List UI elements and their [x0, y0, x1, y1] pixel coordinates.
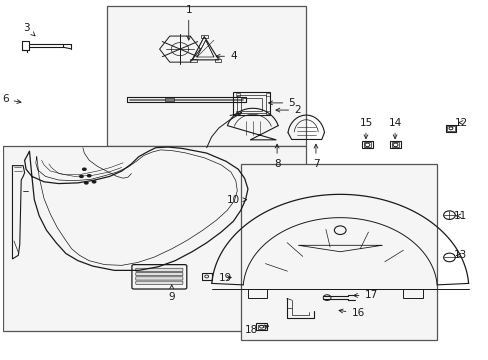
- Bar: [202, 273, 211, 280]
- Bar: [363, 142, 370, 147]
- Bar: [201, 35, 208, 39]
- Text: 4: 4: [216, 51, 236, 61]
- FancyBboxPatch shape: [136, 281, 183, 284]
- Text: 10: 10: [226, 195, 246, 205]
- Bar: [215, 59, 221, 62]
- Bar: [235, 111, 239, 114]
- Bar: [240, 164, 436, 339]
- Bar: [361, 141, 372, 148]
- Bar: [165, 98, 174, 102]
- Text: 2: 2: [275, 105, 300, 115]
- Bar: [446, 126, 454, 131]
- Text: 14: 14: [387, 118, 401, 139]
- Text: 15: 15: [359, 118, 372, 139]
- Bar: [266, 93, 270, 96]
- Text: 11: 11: [452, 211, 466, 221]
- Bar: [247, 289, 267, 298]
- Bar: [3, 146, 305, 330]
- Circle shape: [83, 181, 88, 185]
- Text: 9: 9: [168, 285, 175, 302]
- Text: 17: 17: [353, 291, 377, 301]
- FancyBboxPatch shape: [136, 268, 183, 271]
- Text: 12: 12: [454, 118, 468, 128]
- Circle shape: [91, 180, 96, 184]
- Circle shape: [86, 174, 91, 177]
- Text: 18: 18: [244, 325, 268, 335]
- Bar: [107, 6, 305, 146]
- Text: 7: 7: [312, 144, 319, 169]
- Bar: [233, 92, 269, 116]
- Bar: [237, 95, 265, 113]
- Bar: [391, 142, 399, 147]
- Bar: [403, 289, 422, 298]
- Bar: [257, 324, 265, 329]
- Bar: [235, 93, 239, 96]
- Text: 3: 3: [23, 23, 35, 36]
- Bar: [266, 111, 270, 114]
- Bar: [241, 98, 262, 111]
- Circle shape: [82, 167, 86, 171]
- Bar: [256, 323, 266, 330]
- FancyBboxPatch shape: [136, 273, 183, 276]
- Text: 19: 19: [219, 273, 232, 283]
- Bar: [445, 125, 455, 132]
- FancyBboxPatch shape: [136, 277, 183, 280]
- Text: 8: 8: [273, 144, 280, 169]
- Bar: [189, 59, 197, 62]
- Text: 6: 6: [2, 94, 21, 104]
- Text: 13: 13: [452, 250, 466, 260]
- Bar: [389, 141, 400, 148]
- Text: 1: 1: [185, 5, 192, 40]
- Circle shape: [79, 175, 83, 178]
- Text: 5: 5: [268, 98, 294, 108]
- Text: 16: 16: [338, 309, 364, 318]
